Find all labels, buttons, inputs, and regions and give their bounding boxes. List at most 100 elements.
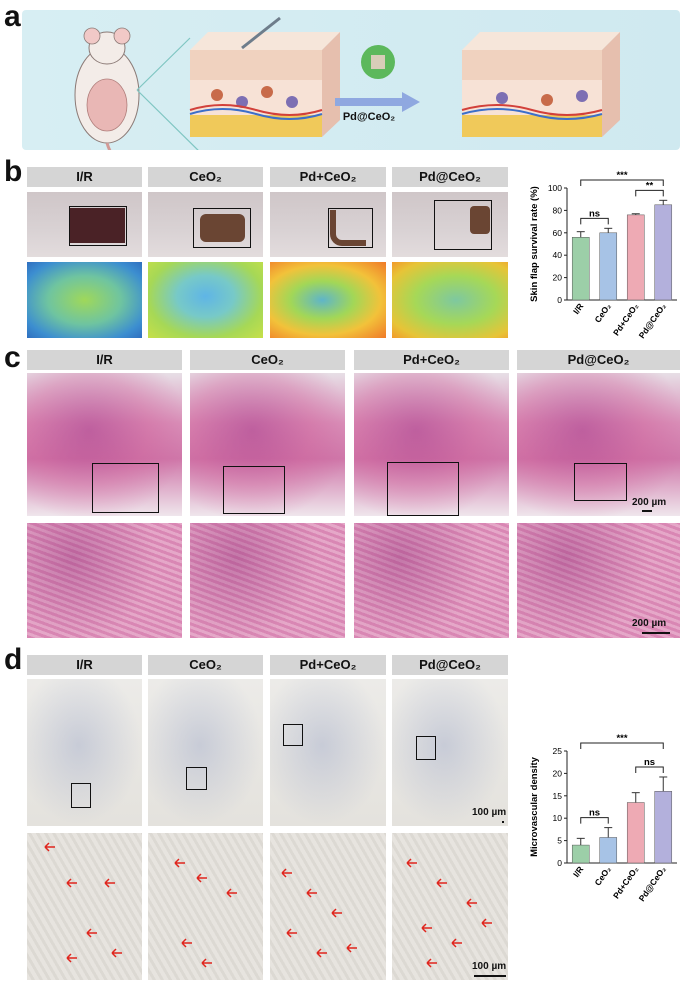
red-arrow-icon	[466, 898, 477, 908]
header-d-ceo2: CeO₂	[148, 655, 263, 675]
panel-label-d: d	[4, 643, 23, 676]
arrow-stroke	[104, 878, 115, 888]
panel-label-b: b	[4, 155, 23, 188]
y-tick-label: 60	[553, 228, 563, 238]
x-tick-label: CeO₂	[592, 301, 613, 324]
y-axis-label: Microvascular density	[529, 756, 540, 857]
he-overview-pdceo2	[354, 373, 509, 516]
arrow-stroke	[421, 923, 432, 933]
red-arrow-icon	[436, 878, 447, 888]
treatment-label: Pd@CeO₂	[342, 111, 396, 123]
y-tick-label: 10	[553, 813, 563, 823]
y-axis-label: Skin flap survival rate (%)	[529, 186, 540, 302]
x-tick-label: I/R	[571, 864, 585, 879]
red-arrow-icon	[306, 888, 317, 898]
arrow-icon	[335, 92, 420, 112]
thermal-b-ceo2	[148, 262, 263, 338]
roi-box	[193, 208, 251, 248]
roi-box	[328, 208, 373, 248]
red-arrow-icon	[451, 938, 462, 948]
red-arrow-icon	[316, 948, 327, 958]
skin-block-after	[461, 32, 620, 137]
red-arrow-icon	[346, 943, 357, 953]
ihc-zoom-pdceo2	[270, 833, 386, 980]
y-tick-label: 80	[553, 205, 563, 215]
arrow-stroke	[436, 878, 447, 888]
header-c-ceo2: CeO₂	[190, 350, 345, 370]
he-zoom-pd-at-ceo2: 200 µm	[517, 523, 680, 638]
significance-label: ns	[589, 208, 600, 219]
ihc-overview-pdceo2	[270, 679, 386, 826]
panel-label-a: a	[4, 0, 21, 33]
significance-bracket	[580, 742, 664, 749]
chart-skin-flap-survival: 0 20 40 60 80 100 Skin flap survival rate (%) I…	[529, 170, 677, 340]
scalebar-label: 200 µm	[632, 497, 667, 508]
red-arrow-icon	[44, 842, 55, 852]
y-tick-label: 15	[553, 791, 563, 801]
scalebar	[474, 975, 506, 977]
roi-box	[416, 736, 436, 760]
significance-bracket	[635, 189, 664, 197]
header-b-pdceo2: Pd+CeO₂	[270, 167, 386, 187]
arrow-stroke	[86, 928, 97, 938]
header-c-pdceo2: Pd+CeO₂	[354, 350, 509, 370]
red-arrow-icon	[406, 858, 417, 868]
arrow-stroke	[426, 958, 437, 968]
ihc-zoom-ir	[27, 833, 142, 980]
ihc-zoom-pd-at-ceo2: 100 µm	[392, 833, 508, 980]
bar	[654, 791, 673, 864]
scalebar-label: 200 µm	[632, 618, 667, 629]
arrow-stroke	[346, 943, 357, 953]
he-overview-pd-at-ceo2: 200 µm	[517, 373, 680, 516]
arrow-stroke	[331, 908, 342, 918]
y-tick-label: 25	[553, 746, 563, 756]
significance-bracket	[580, 217, 609, 225]
mouse-icon	[74, 27, 140, 150]
bar	[571, 237, 590, 301]
red-arrow-icon	[331, 908, 342, 918]
roi-box	[223, 466, 285, 514]
arrow-stroke	[481, 918, 492, 928]
x-tick-label: I/R	[571, 301, 585, 316]
red-arrow-icon	[66, 953, 77, 963]
arrow-stroke	[201, 958, 212, 968]
significance-bracket	[580, 179, 664, 186]
y-tick-label: 0	[557, 295, 562, 305]
bar	[599, 837, 618, 864]
significance-bracket	[635, 766, 664, 773]
photo-b-pdceo2	[270, 192, 386, 257]
red-arrow-icon	[86, 928, 97, 938]
x-tick-label: CeO₂	[592, 864, 613, 887]
arrow-stroke	[66, 878, 77, 888]
arrow-stroke	[111, 948, 122, 958]
x-tick-label: Pd+CeO₂	[611, 864, 641, 900]
scalebar	[642, 632, 670, 634]
panel-label-c: c	[4, 341, 21, 374]
ihc-overview-pd-at-ceo2: 100 µm	[392, 679, 508, 826]
arrow-stroke	[44, 842, 55, 852]
roi-box	[92, 463, 159, 513]
red-arrow-icon	[426, 958, 437, 968]
photo-b-ir	[27, 192, 142, 257]
thermal-b-ir	[27, 262, 142, 338]
y-tick-label: 0	[557, 858, 562, 868]
arrow-stroke	[286, 928, 297, 938]
roi-box	[434, 200, 492, 250]
arrow-overlay	[44, 842, 492, 968]
significance-label: ns	[644, 757, 655, 768]
significance-label: ns	[589, 808, 600, 819]
schematic-illustration	[74, 16, 620, 150]
y-tick-label: 20	[553, 273, 563, 283]
he-overview-ceo2	[190, 373, 345, 516]
thermal-b-pdceo2	[270, 262, 386, 338]
y-tick-label: 20	[553, 768, 563, 778]
header-b-ceo2: CeO₂	[148, 167, 263, 187]
arrow-stroke	[306, 888, 317, 898]
photo-b-pd-at-ceo2	[392, 192, 508, 257]
thermal-b-pd-at-ceo2	[392, 262, 508, 338]
bar	[626, 802, 645, 864]
arrow-stroke	[466, 898, 477, 908]
bar	[571, 844, 590, 864]
red-arrow-icon	[201, 958, 212, 968]
header-b-ir: I/R	[27, 167, 142, 187]
